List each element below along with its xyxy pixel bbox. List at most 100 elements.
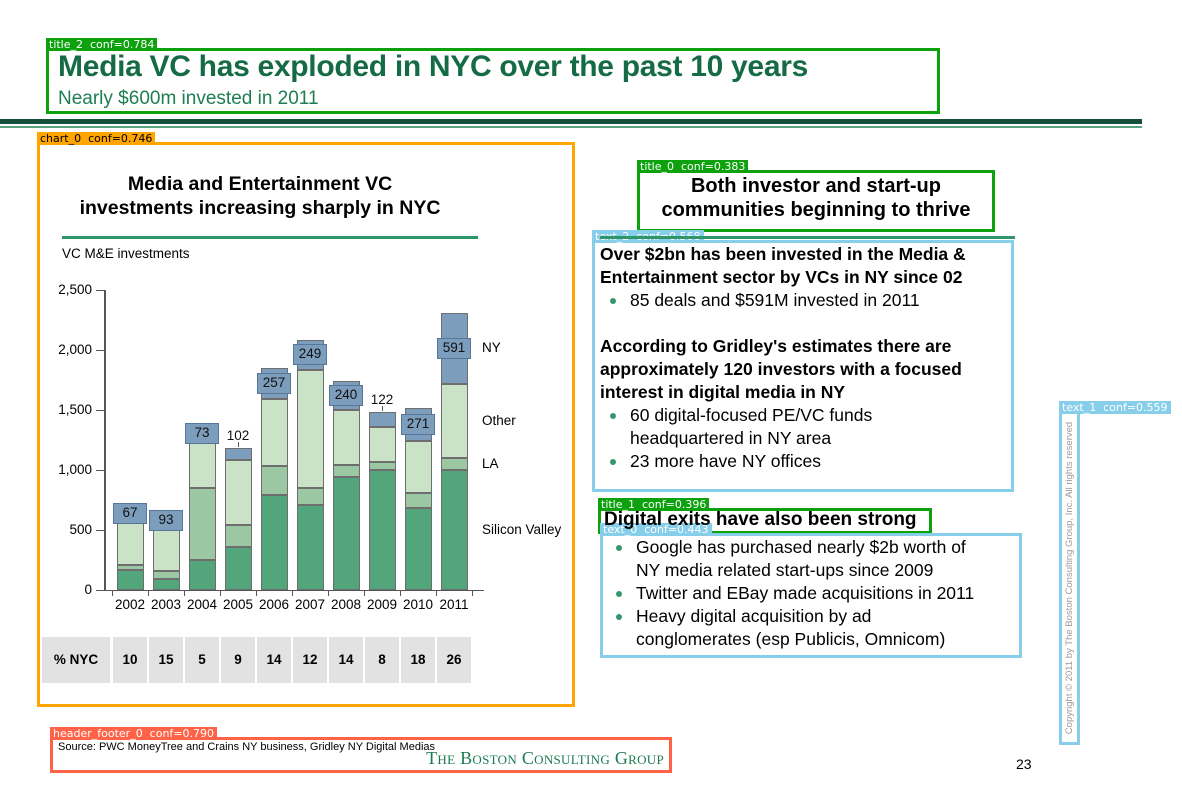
text-span: Twitter and EBay made acquisitions in 20… xyxy=(636,583,975,603)
y-axis-tick-label: 500 xyxy=(69,522,92,537)
bar-segment-silicon-valley xyxy=(188,560,216,590)
text-span: approximately 120 investors with a focus… xyxy=(600,359,962,379)
bar-segment-silicon-valley xyxy=(296,504,324,590)
text-line: conglomerates (esp Publicis, Omnicom) xyxy=(606,628,1020,651)
text-span: NY media related start-ups since 2009 xyxy=(636,560,934,580)
chart-title-underline xyxy=(62,236,478,239)
text-span: Entertainment sector by VCs in NY since … xyxy=(600,267,963,287)
bar-value-label: 67 xyxy=(113,503,147,525)
bar-segment-silicon-valley xyxy=(368,470,396,590)
chart-axis-caption: VC M&E investments xyxy=(62,246,190,261)
table-cell: 18 xyxy=(401,637,435,683)
text-line: interest in digital media in NY xyxy=(600,381,1018,404)
text-line: According to Gridley's estimates there a… xyxy=(600,335,1018,358)
table-cell: 10 xyxy=(113,637,147,683)
chart-title-line-2: investments increasing sharply in NYC xyxy=(79,197,441,219)
table-cell: 9 xyxy=(221,637,255,683)
text-span: Heavy digital acquisition by ad xyxy=(636,606,872,626)
x-axis-tick xyxy=(112,590,113,596)
chart-title-line-1: Media and Entertainment VC xyxy=(127,173,393,195)
text-span: According to Gridley's estimates there a… xyxy=(600,336,952,356)
text-line: Entertainment sector by VCs in NY since … xyxy=(600,266,1018,289)
vertical-copyright-text: Copyright © 2011 by The Boston Consultin… xyxy=(1063,421,1075,735)
text-span: headquartered in NY area xyxy=(630,428,832,448)
right-column-heading: Both investor and start-up communities b… xyxy=(637,174,995,222)
annotation-label-title-2: title_2 conf=0.784 xyxy=(46,38,158,51)
y-axis-tick xyxy=(96,529,104,531)
bar-segment-la xyxy=(188,488,216,560)
text-line: Over $2bn has been invested in the Media… xyxy=(600,243,1018,266)
x-axis-label: 2007 xyxy=(294,597,326,612)
bullet-item: 85 deals and $591M invested in 2011 xyxy=(600,289,1018,312)
y-axis-tick xyxy=(96,409,104,411)
bar-segment-silicon-valley xyxy=(224,546,252,590)
bar-segment-la xyxy=(260,466,288,496)
y-axis-line xyxy=(104,290,106,590)
y-axis-tick xyxy=(96,289,104,291)
bar-segment-other xyxy=(188,437,216,488)
x-axis-tick xyxy=(148,590,149,596)
bar-segment-silicon-valley xyxy=(260,495,288,590)
x-axis-label: 2009 xyxy=(366,597,398,612)
table-cell: 14 xyxy=(257,637,291,683)
bullet-item: 60 digital-focused PE/VC funds xyxy=(600,404,1018,427)
text-span: interest in digital media in NY xyxy=(600,382,846,402)
right-heading-line-2: communities beginning to thrive xyxy=(661,199,971,221)
bar-segment-other xyxy=(296,369,324,488)
text-span: 85 deals and $591M invested in 2011 xyxy=(630,290,920,310)
bcg-logo: The Boston Consulting Group xyxy=(426,748,664,768)
annotation-box-title-1: title_1 conf=0.396 xyxy=(598,498,932,534)
bullet-icon xyxy=(616,545,622,551)
source-note: Source: PWC MoneyTree and Crains NY busi… xyxy=(58,741,436,753)
text-line: NY media related start-ups since 2009 xyxy=(606,559,1020,582)
header-rule-light xyxy=(0,126,1142,128)
text-span: 23 more have NY offices xyxy=(630,451,821,471)
bar-segment-silicon-valley xyxy=(332,477,360,590)
bullet-icon xyxy=(610,459,616,465)
legend-label-silicon-valley: Silicon Valley xyxy=(482,522,562,537)
annotation-label-header-footer-0: header_footer_0 conf=0.790 xyxy=(50,727,218,740)
y-axis-tick-label: 2,500 xyxy=(58,282,92,297)
table-cell: 12 xyxy=(293,637,327,683)
bar-segment-silicon-valley xyxy=(404,508,432,590)
table-cell: 26 xyxy=(437,637,471,683)
x-axis-tick xyxy=(400,590,401,596)
exits-heading: Digital exits have also been strong xyxy=(604,509,917,530)
bullet-icon xyxy=(610,298,616,304)
x-axis-tick xyxy=(472,590,473,596)
annotation-box-chart-0: chart_0 conf=0.746 xyxy=(37,132,575,707)
bar-segment-other xyxy=(152,526,180,571)
y-axis-tick xyxy=(96,469,104,471)
legend-label-la: LA xyxy=(482,456,499,471)
y-axis-tick-label: 1,000 xyxy=(58,462,92,477)
bullet-icon xyxy=(616,591,622,597)
exits-text-block: Google has purchased nearly $2b worth of… xyxy=(606,536,1020,651)
investor-text-block: Over $2bn has been invested in the Media… xyxy=(600,243,1018,473)
x-axis-label: 2006 xyxy=(258,597,290,612)
page-title: Media VC has exploded in NYC over the pa… xyxy=(58,50,808,83)
x-axis-label: 2002 xyxy=(114,597,146,612)
text-line xyxy=(600,312,1018,335)
text-span: Over $2bn has been invested in the Media… xyxy=(600,244,966,264)
bullet-item: Google has purchased nearly $2b worth of xyxy=(606,536,1020,559)
x-axis-label: 2011 xyxy=(439,597,469,612)
bar-segment-la xyxy=(152,570,180,580)
bar-segment-other xyxy=(116,518,144,565)
x-axis-tick xyxy=(328,590,329,596)
bar-value-label: 257 xyxy=(257,373,291,395)
text-line: headquartered in NY area xyxy=(600,427,1018,450)
page-subtitle: Nearly $600m invested in 2011 xyxy=(58,88,319,109)
bar-segment-ny xyxy=(224,447,252,460)
bullet-icon xyxy=(610,413,616,419)
right-heading-underline xyxy=(600,236,1015,239)
bullet-item: Heavy digital acquisition by ad xyxy=(606,605,1020,628)
bar-segment-la xyxy=(368,461,396,470)
y-axis-tick-label: 1,500 xyxy=(58,402,92,417)
annotation-label-title-1: title_1 conf=0.396 xyxy=(598,498,710,511)
bar-segment-other xyxy=(368,426,396,462)
table-cell: 8 xyxy=(365,637,399,683)
bar-value-label: 249 xyxy=(293,344,327,366)
text-span: Google has purchased nearly $2b worth of xyxy=(636,537,966,557)
text-span: conglomerates (esp Publicis, Omnicom) xyxy=(636,629,946,649)
y-axis-tick-label: 0 xyxy=(84,582,92,597)
